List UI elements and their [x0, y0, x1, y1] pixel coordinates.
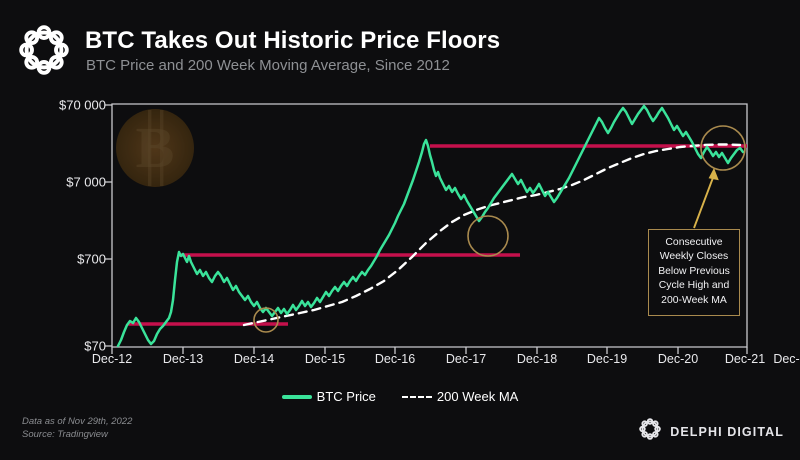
legend-swatch-dashed-icon: [401, 395, 432, 398]
page-subtitle: BTC Price and 200 Week Moving Average, S…: [86, 57, 450, 74]
legend-label: BTC Price: [316, 389, 376, 404]
chart-legend: BTC Price 200 Week MA: [0, 389, 800, 404]
x-tick-label: Dec-14: [233, 352, 275, 366]
delphi-knot-icon: [14, 20, 74, 80]
delphi-knot-icon: [637, 416, 663, 447]
annotation-line: Weekly Closes: [659, 251, 729, 263]
x-tick-label: Dec-2: [773, 352, 800, 366]
callout-arrow: [693, 168, 719, 229]
x-tick-label: Dec-16: [374, 352, 416, 366]
annotation-line: Below Previous: [658, 265, 730, 277]
svg-text:B: B: [136, 115, 175, 180]
x-tick-label: Dec-18: [516, 352, 558, 366]
x-tick-label: Dec-15: [304, 352, 346, 366]
brand-wordmark: DELPHI DIGITAL: [670, 424, 784, 439]
y-tick-label: $70: [84, 338, 106, 354]
circle-marker-2018: [467, 215, 509, 257]
x-tick-label: Dec-17: [445, 352, 487, 366]
circle-marker-2022: [700, 125, 746, 171]
bitcoin-watermark: B: [116, 109, 194, 187]
x-tick-label: Dec-13: [162, 352, 204, 366]
annotation-line: Consecutive: [665, 237, 723, 248]
y-tick-marks: [105, 104, 112, 347]
y-tick-label: $70 000: [59, 97, 106, 113]
page-title: BTC Takes Out Historic Price Floors: [85, 27, 501, 54]
x-tick-label: Dec-20: [657, 352, 699, 366]
annotation-circles: [253, 125, 746, 333]
btc-price-line: [116, 104, 745, 347]
data-as-of-text: Data as of Nov 29th, 2022: [22, 416, 133, 427]
legend-item-200-week-ma[interactable]: 200 Week MA: [401, 389, 519, 404]
brand-footer: DELPHI DIGITAL: [637, 416, 784, 447]
circle-marker-2015: [253, 307, 279, 333]
x-tick-label: Dec-12: [91, 352, 133, 366]
legend-item-btc-price[interactable]: BTC Price: [281, 389, 376, 404]
annotation-line: 200-Week MA: [661, 294, 727, 306]
annotation-line: Cycle High and: [658, 280, 730, 292]
legend-swatch-solid-icon: [281, 394, 312, 399]
ma-200week-line: [242, 143, 742, 327]
y-axis-labels: $70 000 $7 000 $700 $70: [20, 0, 106, 460]
footer-note: Data as of Nov 29th, 2022 Source: Tradin…: [22, 415, 132, 441]
x-tick-label: Dec-21: [724, 352, 766, 366]
x-tick-label: Dec-19: [586, 352, 628, 366]
source-text: Source: Tradingview: [22, 429, 108, 440]
x-tick-marks: [111, 347, 748, 354]
legend-label: 200 Week MA: [436, 389, 519, 404]
y-tick-label: $700: [77, 251, 106, 267]
y-tick-label: $7 000: [66, 174, 106, 190]
annotation-callout: Consecutive Weekly Closes Below Previous…: [648, 229, 740, 317]
